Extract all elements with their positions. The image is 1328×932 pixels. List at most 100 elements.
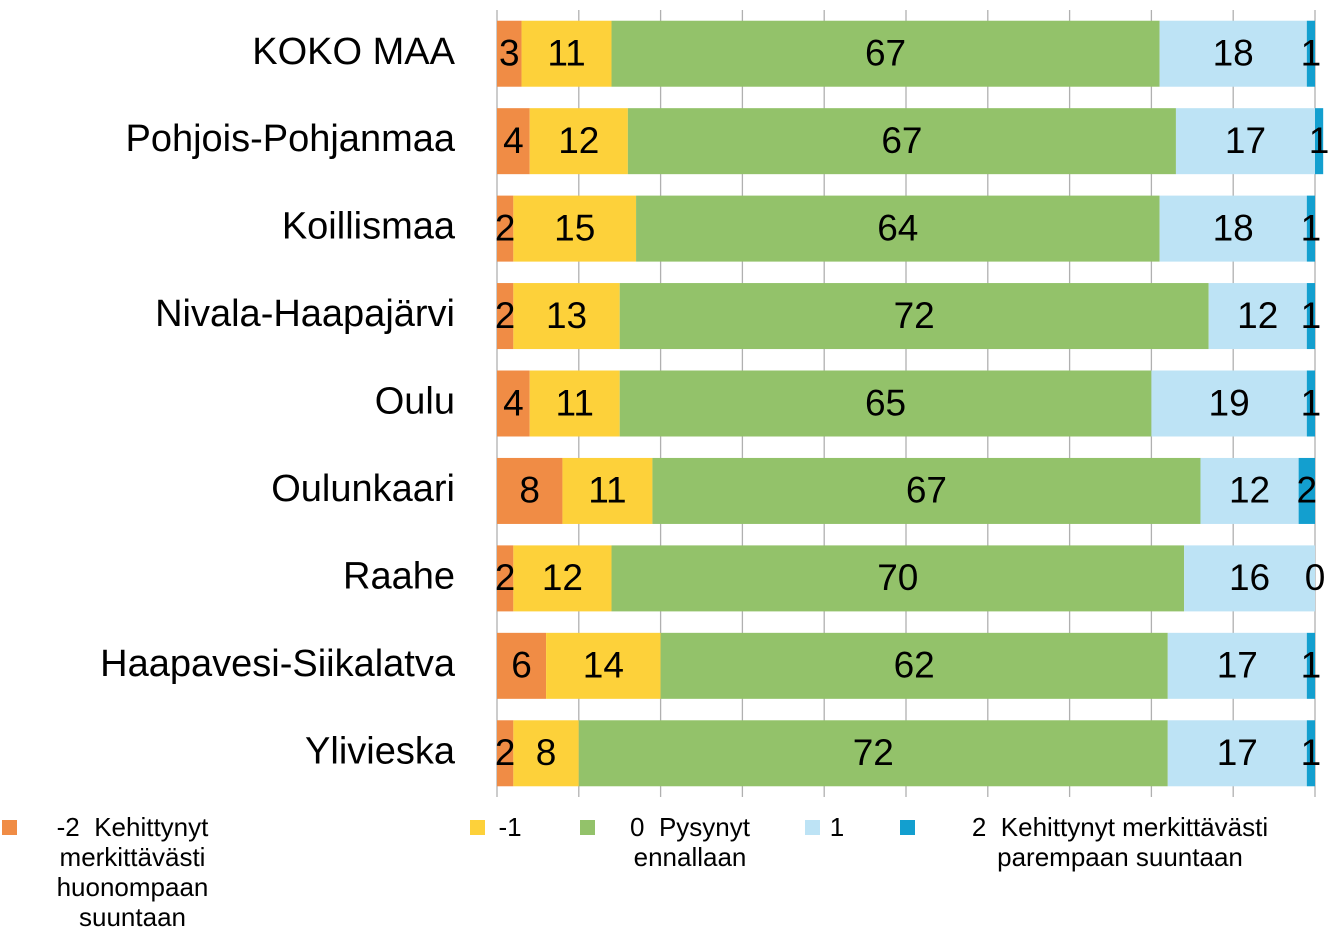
data-label: 1 — [1301, 207, 1322, 248]
data-label: 13 — [546, 295, 587, 336]
data-label: 16 — [1229, 557, 1270, 598]
data-label: 18 — [1213, 207, 1254, 248]
legend-label: 1 — [829, 812, 845, 842]
bar-segment — [1200, 457, 1299, 524]
data-label: 1 — [1301, 382, 1322, 423]
bar-segment — [497, 720, 514, 787]
legend-label: 2 Kehittynyt merkittävästi parempaan suu… — [971, 812, 1276, 872]
data-label: 1 — [1301, 645, 1322, 686]
data-label: 4 — [503, 382, 524, 423]
data-label: 12 — [558, 120, 599, 161]
bar-segment — [497, 108, 530, 175]
data-label: 65 — [865, 382, 906, 423]
bar-segment — [513, 195, 637, 262]
bar-segment — [513, 545, 612, 612]
bar-segment — [1315, 108, 1324, 175]
bar-segment — [497, 632, 547, 699]
data-label: 8 — [519, 470, 540, 511]
legend-swatch — [2, 820, 17, 835]
legend-label: -2 Kehittynyt merkittävästi huonompaan s… — [56, 812, 216, 932]
bar-segment — [513, 720, 579, 787]
y-tick-label: Oulunkaari — [271, 468, 455, 510]
data-label: 1 — [1301, 295, 1322, 336]
legend-label: 0 Pysynyt ennallaan — [630, 812, 758, 872]
bar-segment — [578, 720, 1168, 787]
data-label: 15 — [554, 207, 595, 248]
data-label: 67 — [881, 120, 922, 161]
data-label: 2 — [495, 207, 516, 248]
data-label: 12 — [542, 557, 583, 598]
data-label: 6 — [511, 645, 532, 686]
data-label: 2 — [1297, 470, 1318, 511]
bar-segment — [521, 20, 612, 87]
bar-segment — [1184, 545, 1315, 612]
bar-segment — [1306, 283, 1315, 350]
bar-segment — [1298, 457, 1315, 524]
data-label: 64 — [877, 207, 918, 248]
data-label: 4 — [503, 120, 524, 161]
data-label: 11 — [547, 33, 585, 74]
legend-swatch — [805, 820, 820, 835]
data-label: 62 — [894, 645, 935, 686]
legend-swatch — [900, 820, 915, 835]
data-label: 17 — [1225, 120, 1266, 161]
bar-segment — [1167, 720, 1307, 787]
bar-segment — [513, 283, 620, 350]
bar-segment — [562, 457, 653, 524]
data-label: 2 — [495, 732, 516, 773]
y-tick-label: Oulu — [375, 381, 455, 423]
bar-segment — [1159, 195, 1307, 262]
y-tick-label: KOKO MAA — [252, 31, 455, 73]
bar-segment — [1159, 20, 1307, 87]
data-label: 12 — [1229, 470, 1270, 511]
bar-segment — [611, 20, 1160, 87]
data-label: 72 — [894, 295, 935, 336]
bar-segment — [1306, 20, 1315, 87]
data-label: 17 — [1217, 732, 1258, 773]
bar-segment — [497, 545, 514, 612]
bar-segment — [497, 20, 522, 87]
data-label: 0 — [1305, 557, 1326, 598]
data-label: 11 — [555, 382, 593, 423]
bar-segment — [546, 632, 661, 699]
y-tick-label: Haapavesi-Siikalatva — [100, 643, 456, 685]
data-label: 12 — [1237, 295, 1278, 336]
data-label: 1 — [1301, 33, 1322, 74]
bar-segment — [660, 632, 1168, 699]
bar-segment — [1306, 632, 1315, 699]
bar-segment — [529, 108, 628, 175]
data-label: 1 — [1301, 732, 1322, 773]
data-label: 72 — [853, 732, 894, 773]
y-tick-label: Koillismaa — [282, 206, 456, 248]
data-label: 14 — [583, 645, 624, 686]
bar-segment — [1306, 370, 1315, 437]
bar-segment — [619, 283, 1209, 350]
data-label: 19 — [1209, 382, 1250, 423]
bar-segment — [1208, 283, 1307, 350]
data-label: 2 — [495, 295, 516, 336]
bar-segment — [529, 370, 620, 437]
bar-segment — [497, 370, 530, 437]
y-tick-label: Nivala-Haapajärvi — [155, 293, 455, 335]
bar-segment — [1306, 195, 1315, 262]
bar-segment — [1167, 632, 1307, 699]
legend-label: -1 — [498, 812, 522, 842]
data-label: 67 — [865, 33, 906, 74]
y-tick-label: Pohjois-Pohjanmaa — [125, 118, 455, 160]
bar-segment — [652, 457, 1201, 524]
data-label: 1 — [1309, 120, 1328, 161]
bar-segment — [497, 195, 514, 262]
data-label: 8 — [536, 732, 557, 773]
chart: KOKO MAA 3 11 67 18 1 Pohjois-Pohjanmaa 4 12 67 17… — [2, 10, 1328, 932]
data-label: 11 — [588, 470, 626, 511]
bar-segment — [497, 283, 514, 350]
data-label: 17 — [1217, 645, 1258, 686]
y-tick-label: Raahe — [343, 555, 455, 597]
data-label: 70 — [877, 557, 918, 598]
bar-segment — [619, 370, 1152, 437]
bar-segment — [636, 195, 1160, 262]
bar-segment — [1175, 108, 1315, 175]
data-label: 18 — [1213, 33, 1254, 74]
bar-segment — [497, 457, 563, 524]
